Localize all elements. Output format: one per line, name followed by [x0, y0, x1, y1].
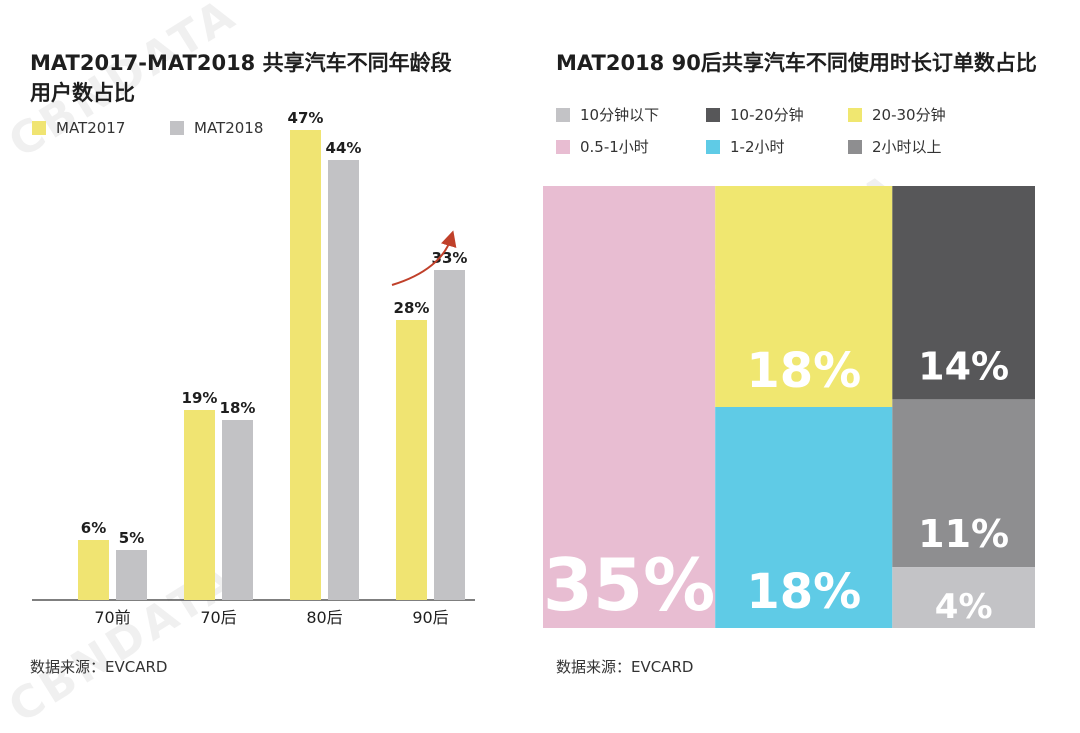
right-chart-source: 数据来源：EVCARD	[556, 658, 694, 676]
x-tick-label: 90后	[412, 608, 448, 627]
legend-swatch	[706, 107, 720, 122]
treemap-cell-5	[892, 567, 1035, 628]
left-chart-title-line2: 用户数占比	[30, 81, 135, 105]
legend-swatch	[848, 139, 862, 154]
left-chart-source: 数据来源：EVCARD	[30, 658, 168, 676]
legend-swatch-mat2018	[170, 121, 184, 135]
bar-mat2018-1	[222, 420, 253, 600]
bar-value-label: 33%	[432, 249, 468, 267]
bar-value-label: 28%	[394, 299, 430, 317]
legend-swatch	[556, 139, 570, 154]
treemap-chart: 35% 18% 18% 14% 11% 4%	[543, 186, 1035, 628]
legend-label: 10-20分钟	[730, 106, 804, 124]
legend-label: 2小时以上	[872, 138, 942, 156]
legend-swatch	[556, 107, 570, 122]
legend-label: 0.5-1小时	[580, 138, 649, 156]
bar-value-label: 47%	[288, 109, 324, 127]
legend-item-1-2h: 1-2小时	[706, 136, 785, 157]
legend-item-20-30min: 20-30分钟	[848, 104, 946, 125]
treemap-cell-3	[892, 186, 1035, 400]
legend-label: 10分钟以下	[580, 106, 660, 124]
treemap-label: 18%	[746, 564, 861, 620]
bar-mat2017-3	[396, 320, 427, 600]
treemap-label: 35%	[543, 543, 715, 627]
bar-mat2018-2	[328, 160, 359, 600]
right-chart-title: MAT2018 90后共享汽车不同使用时长订单数占比	[556, 51, 1037, 75]
legend-label-mat2018: MAT2018	[194, 119, 264, 137]
bar-value-label: 5%	[119, 529, 144, 547]
treemap-cell-1	[715, 186, 893, 407]
x-tick-label: 70后	[200, 608, 236, 627]
legend-swatch	[848, 107, 862, 122]
legend-item-mat2017: MAT2017	[32, 119, 125, 137]
legend-item-10-20min: 10-20分钟	[706, 104, 804, 125]
left-chart-title-line1: MAT2017-MAT2018 共享汽车不同年龄段	[30, 51, 452, 75]
treemap-label: 18%	[746, 343, 861, 399]
legend-label: 1-2小时	[730, 138, 785, 156]
x-tick-label: 70前	[94, 608, 130, 627]
bar-value-label: 44%	[326, 139, 362, 157]
trend-arrow	[391, 230, 457, 286]
bar-chart: 6% 5% 70前 19%18% 70后 47%44% 80后 28% 33% 90后	[32, 109, 475, 627]
legend-item-under-10min: 10分钟以下	[556, 104, 659, 125]
bar-value-label: 19%	[182, 389, 218, 407]
treemap-label: 14%	[918, 344, 1009, 388]
bar-mat2017-1	[184, 410, 215, 600]
bar-value-label: 6%	[81, 519, 106, 537]
legend-item-over-2h: 2小时以上	[848, 136, 942, 157]
bar-mat2017-2	[290, 130, 321, 600]
legend-swatch	[706, 139, 720, 154]
bar-mat2017-0	[78, 540, 109, 600]
legend-item-mat2018: MAT2018	[170, 119, 263, 137]
treemap-cell-4	[892, 399, 1035, 568]
legend-swatch-mat2017	[32, 121, 46, 135]
treemap-label: 11%	[918, 512, 1009, 556]
bar-mat2018-0	[116, 550, 147, 600]
x-tick-label: 80后	[306, 608, 342, 627]
treemap-label: 4%	[935, 587, 993, 627]
legend-item-0.5-1h: 0.5-1小时	[556, 136, 649, 157]
treemap-cell-0	[543, 186, 716, 628]
treemap-cell-2	[715, 407, 893, 628]
bar-value-label: 18%	[220, 399, 256, 417]
legend-label-mat2017: MAT2017	[56, 119, 126, 137]
bar-mat2018-3	[434, 270, 465, 600]
legend-label: 20-30分钟	[872, 106, 946, 124]
